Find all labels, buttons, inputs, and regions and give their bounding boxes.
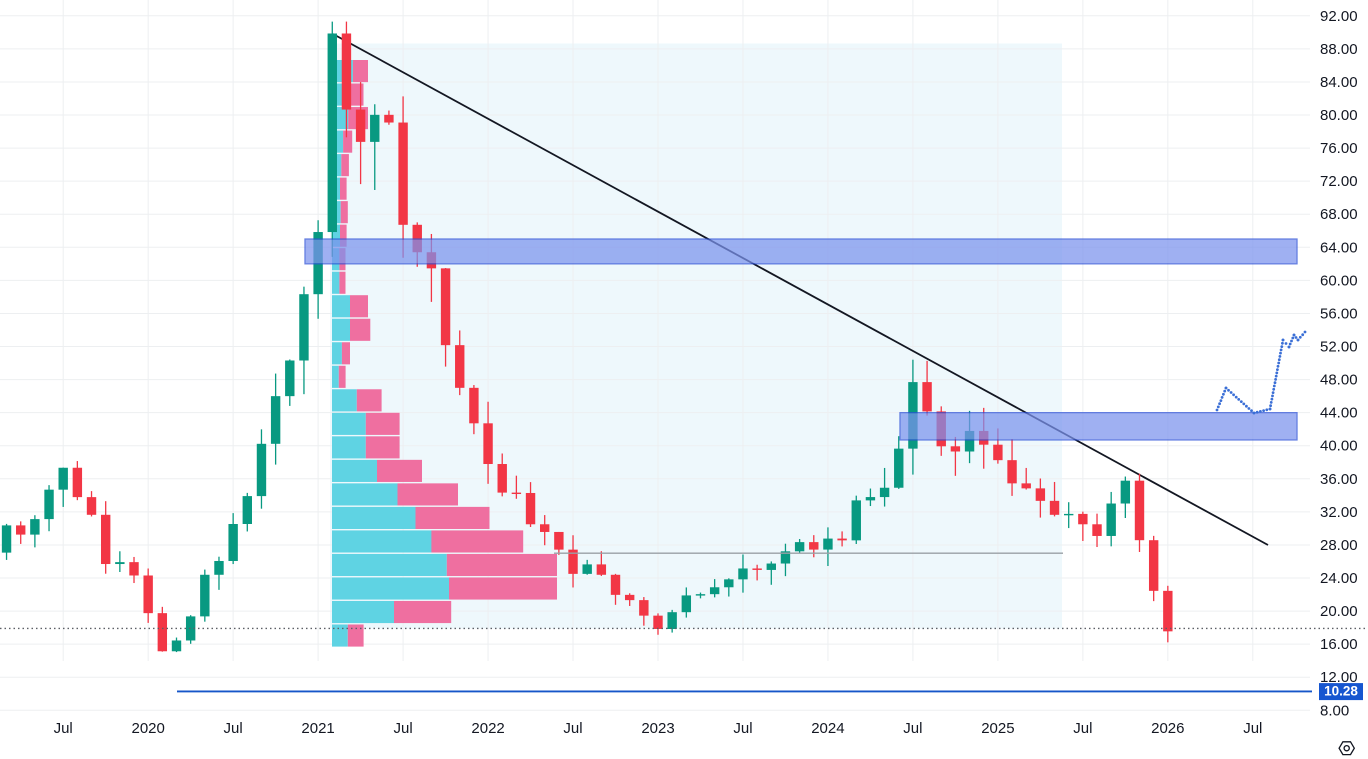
svg-text:88.00: 88.00 bbox=[1320, 41, 1358, 58]
svg-text:2020: 2020 bbox=[132, 720, 165, 737]
svg-text:8.00: 8.00 bbox=[1320, 702, 1349, 719]
svg-text:44.00: 44.00 bbox=[1320, 405, 1358, 422]
svg-text:80.00: 80.00 bbox=[1320, 107, 1358, 124]
svg-text:Jul: Jul bbox=[224, 720, 243, 737]
svg-text:64.00: 64.00 bbox=[1320, 239, 1358, 256]
svg-text:32.00: 32.00 bbox=[1320, 504, 1358, 521]
svg-text:10.28: 10.28 bbox=[1324, 684, 1358, 699]
svg-text:56.00: 56.00 bbox=[1320, 305, 1358, 322]
svg-text:92.00: 92.00 bbox=[1320, 8, 1358, 25]
svg-text:2025: 2025 bbox=[981, 720, 1014, 737]
svg-text:40.00: 40.00 bbox=[1320, 438, 1358, 455]
svg-text:84.00: 84.00 bbox=[1320, 74, 1358, 91]
svg-text:48.00: 48.00 bbox=[1320, 372, 1358, 389]
svg-text:16.00: 16.00 bbox=[1320, 636, 1358, 653]
svg-text:Jul: Jul bbox=[1243, 720, 1262, 737]
svg-text:60.00: 60.00 bbox=[1320, 272, 1358, 289]
svg-text:52.00: 52.00 bbox=[1320, 339, 1358, 356]
svg-text:Jul: Jul bbox=[1073, 720, 1092, 737]
svg-text:2022: 2022 bbox=[471, 720, 504, 737]
svg-text:2023: 2023 bbox=[641, 720, 674, 737]
svg-text:Jul: Jul bbox=[394, 720, 413, 737]
svg-text:20.00: 20.00 bbox=[1320, 603, 1358, 620]
svg-text:36.00: 36.00 bbox=[1320, 471, 1358, 488]
svg-text:Jul: Jul bbox=[563, 720, 582, 737]
svg-text:72.00: 72.00 bbox=[1320, 173, 1358, 190]
svg-text:2021: 2021 bbox=[301, 720, 334, 737]
svg-text:Jul: Jul bbox=[733, 720, 752, 737]
svg-text:2026: 2026 bbox=[1151, 720, 1184, 737]
svg-text:24.00: 24.00 bbox=[1320, 570, 1358, 587]
svg-text:68.00: 68.00 bbox=[1320, 206, 1358, 223]
svg-text:Jul: Jul bbox=[54, 720, 73, 737]
svg-text:28.00: 28.00 bbox=[1320, 537, 1358, 554]
svg-text:76.00: 76.00 bbox=[1320, 140, 1358, 157]
svg-text:2024: 2024 bbox=[811, 720, 844, 737]
svg-text:Jul: Jul bbox=[903, 720, 922, 737]
